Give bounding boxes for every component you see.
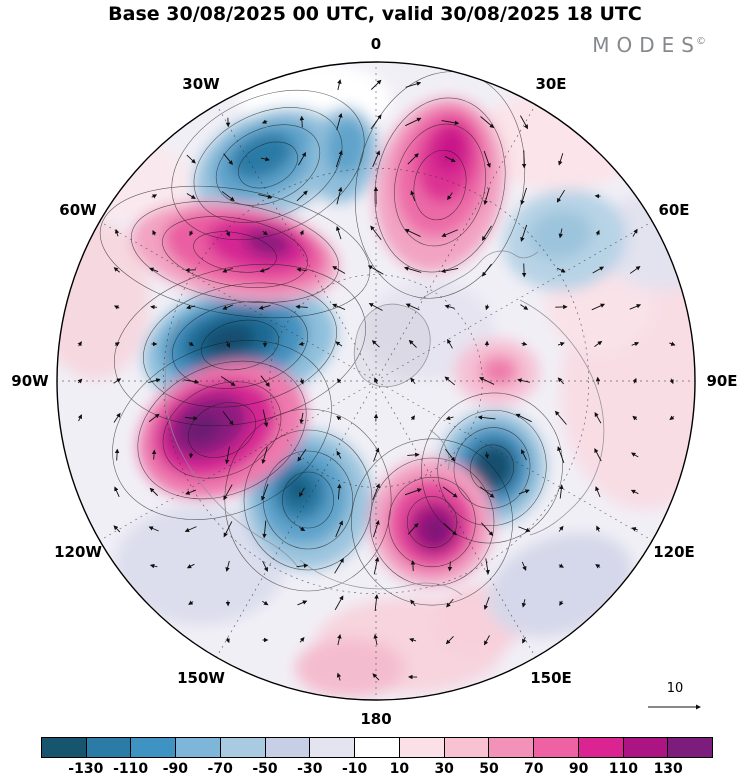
colorbar-cell [131,738,177,757]
lon-label-120e: 120E [653,543,695,561]
wind-reference-label: 10 [666,681,684,696]
colorbar-cell [220,738,266,757]
lon-label-60w: 60W [59,201,97,219]
colorbar-cell [86,738,132,757]
colorbar-cell [310,738,356,757]
colorbar-cell [444,738,490,757]
colorbar-tick-labels: -130 -110 -90 -70 -50 -30 -10 10 30 50 70 90 110 130 [0,761,750,781]
wind-arrows [77,79,676,681]
map-outline [56,61,696,701]
lon-label-60e: 60E [658,201,690,219]
colorbar-cell [265,738,311,757]
colorbar-tick-label: 30 [434,761,454,777]
lon-label-180: 180 [360,710,392,728]
colorbar-tick-label: -10 [341,761,368,777]
colorbar [41,737,713,758]
colorbar-tick-label: 110 [608,761,639,777]
colorbar-cell [489,738,535,757]
colorbar-cell [578,738,624,757]
graticule [57,62,695,700]
lon-label-90e: 90E [706,372,738,390]
map-interior [57,62,695,700]
colorbar-tick-label: -50 [252,761,278,777]
colorbar-tick-label: 10 [389,761,410,777]
colorbar-cell [534,738,579,757]
colorbar-tick-label: -90 [162,761,189,777]
colorbar-tick-label: 70 [524,761,544,777]
colorbar-tick-label: 130 [653,761,683,777]
colorbar-tick-label: 90 [568,761,589,777]
colorbar-cell [176,738,221,757]
colorbar-cell [399,738,445,757]
colorbar-cell [355,738,400,757]
lon-label-150w: 150W [177,669,225,687]
colorbar-tick-label: -70 [207,761,233,777]
colorbar-tick-label: 50 [479,761,499,777]
colorbar-cell [668,738,713,757]
polar-map [56,61,701,710]
colorbar-tick-label: -130 [68,761,104,777]
lon-label-0: 0 [370,35,382,53]
lon-label-30e: 30E [535,75,567,93]
colorbar-tick-label: -110 [113,761,149,777]
lon-label-150e: 150E [530,669,572,687]
lon-label-30w: 30W [182,75,220,93]
coastlines [164,250,605,596]
colorbar-tick-label: -30 [297,761,323,777]
chart-title: Base 30/08/2025 00 UTC, valid 30/08/2025… [108,3,642,25]
modes-logo-text: MODES [592,33,701,57]
lon-label-120w: 120W [54,543,102,561]
colorbar-cell [623,738,669,757]
modes-logo: MODES© [592,33,706,57]
colorbar-cell [42,738,87,757]
lon-label-90w: 90W [11,372,49,390]
copyright-mark: © [696,36,706,47]
